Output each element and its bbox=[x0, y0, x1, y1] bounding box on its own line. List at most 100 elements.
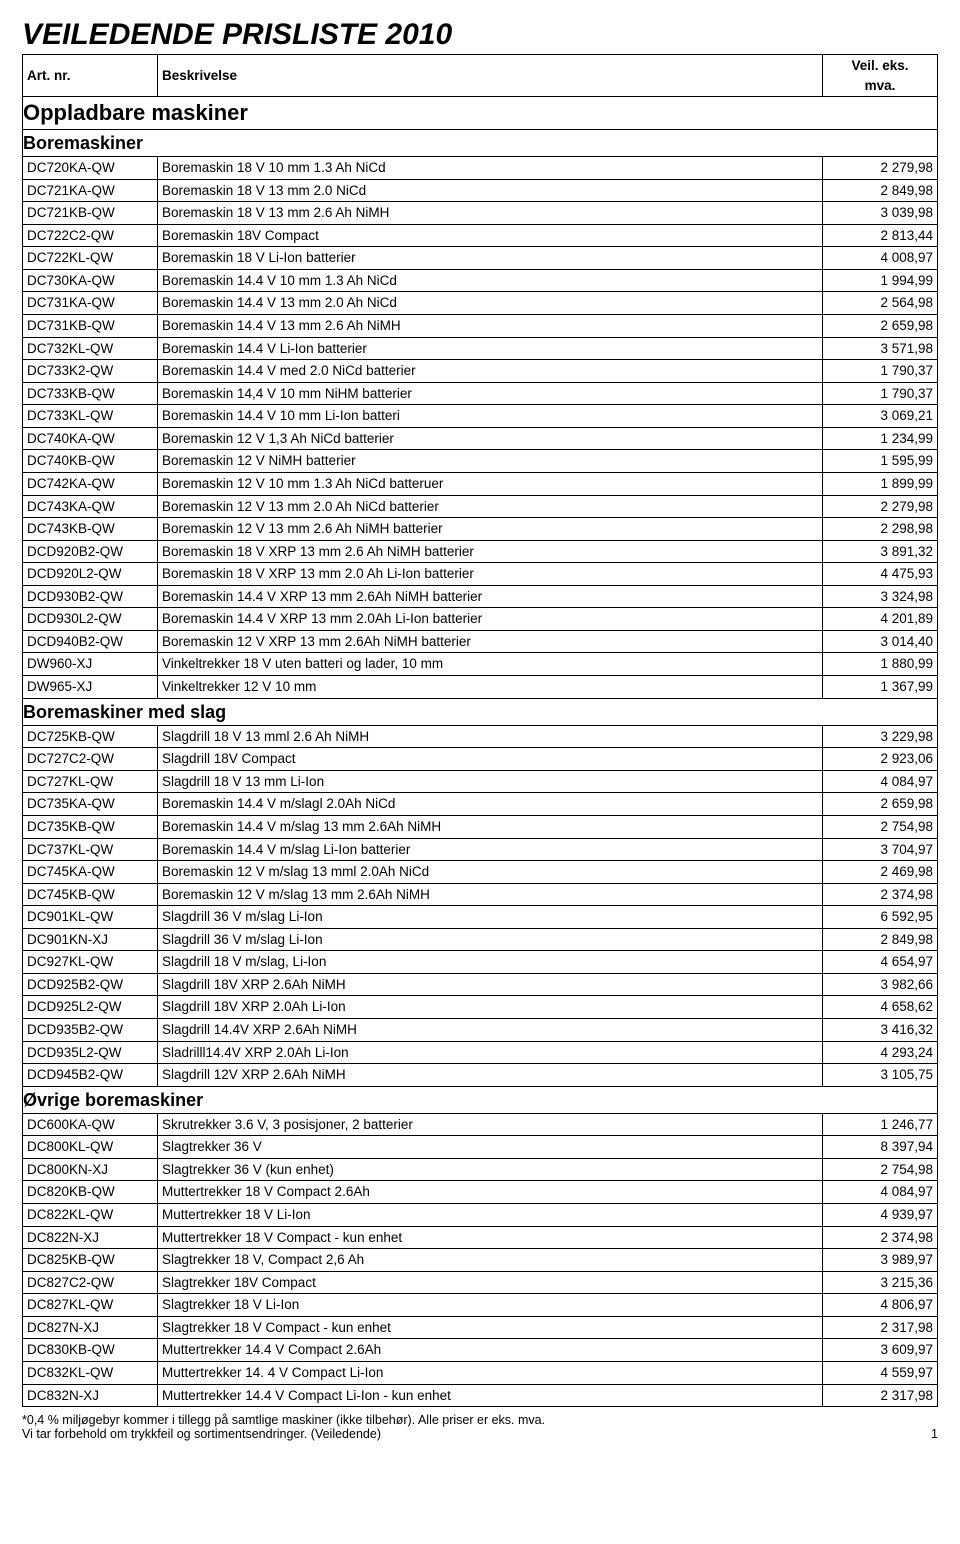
cell-art: DC745KB-QW bbox=[23, 883, 158, 906]
cell-art: DC737KL-QW bbox=[23, 838, 158, 861]
table-row: DC722KL-QWBoremaskin 18 V Li-Ion batteri… bbox=[23, 247, 938, 270]
cell-art: DCD945B2-QW bbox=[23, 1064, 158, 1087]
page-title: VEILEDENDE PRISLISTE 2010 bbox=[22, 18, 938, 52]
cell-art: DC827N-XJ bbox=[23, 1316, 158, 1339]
table-row: DCD935B2-QWSlagdrill 14.4V XRP 2.6Ah NiM… bbox=[23, 1019, 938, 1042]
cell-price: 2 374,98 bbox=[823, 883, 938, 906]
cell-price: 4 084,97 bbox=[823, 1181, 938, 1204]
cell-beskr: Boremaskin 12 V 1,3 Ah NiCd batterier bbox=[158, 427, 823, 450]
subsection-header: Boremaskiner bbox=[23, 130, 938, 157]
cell-price: 3 105,75 bbox=[823, 1064, 938, 1087]
cell-beskr: Slagtrekker 18V Compact bbox=[158, 1271, 823, 1294]
table-row: DC733KL-QWBoremaskin 14.4 V 10 mm Li-Ion… bbox=[23, 405, 938, 428]
table-row: DC740KB-QWBoremaskin 12 V NiMH batterier… bbox=[23, 450, 938, 473]
cell-art: DC721KB-QW bbox=[23, 202, 158, 225]
cell-beskr: Boremaskin 12 V 13 mm 2.0 Ah NiCd batter… bbox=[158, 495, 823, 518]
cell-beskr: Slagdrill 12V XRP 2.6Ah NiMH bbox=[158, 1064, 823, 1087]
table-row: DC822N-XJMuttertrekker 18 V Compact - ku… bbox=[23, 1226, 938, 1249]
cell-price: 2 849,98 bbox=[823, 179, 938, 202]
table-row: DC721KB-QWBoremaskin 18 V 13 mm 2.6 Ah N… bbox=[23, 202, 938, 225]
table-header-row: Art. nr. Beskrivelse Veil. eks.mva. bbox=[23, 55, 938, 97]
cell-art: DC731KA-QW bbox=[23, 292, 158, 315]
cell-art: DC825KB-QW bbox=[23, 1249, 158, 1272]
price-table: Art. nr. Beskrivelse Veil. eks.mva. Oppl… bbox=[22, 54, 938, 1407]
cell-art: DCD920L2-QW bbox=[23, 563, 158, 586]
cell-price: 3 891,32 bbox=[823, 540, 938, 563]
table-row: DC745KB-QWBoremaskin 12 V m/slag 13 mm 2… bbox=[23, 883, 938, 906]
table-row: DCD925B2-QWSlagdrill 18V XRP 2.6Ah NiMH3… bbox=[23, 973, 938, 996]
cell-beskr: Muttertrekker 14.4 V Compact 2.6Ah bbox=[158, 1339, 823, 1362]
table-row: DC720KA-QWBoremaskin 18 V 10 mm 1.3 Ah N… bbox=[23, 157, 938, 180]
cell-beskr: Boremaskin 18 V XRP 13 mm 2.6 Ah NiMH ba… bbox=[158, 540, 823, 563]
col-pris-header: Veil. eks.mva. bbox=[823, 55, 938, 97]
cell-price: 4 939,97 bbox=[823, 1204, 938, 1227]
table-row: DC600KA-QWSkrutrekker 3.6 V, 3 posisjone… bbox=[23, 1113, 938, 1136]
cell-art: DCD925B2-QW bbox=[23, 973, 158, 996]
table-row: DC725KB-QWSlagdrill 18 V 13 mml 2.6 Ah N… bbox=[23, 725, 938, 748]
cell-beskr: Boremaskin 12 V 10 mm 1.3 Ah NiCd batter… bbox=[158, 472, 823, 495]
cell-art: DC730KA-QW bbox=[23, 269, 158, 292]
cell-beskr: Slagtrekker 18 V Li-Ion bbox=[158, 1294, 823, 1317]
cell-beskr: Slagdrill 36 V m/slag Li-Ion bbox=[158, 906, 823, 929]
cell-price: 1 234,99 bbox=[823, 427, 938, 450]
cell-art: DC800KN-XJ bbox=[23, 1158, 158, 1181]
table-row: DC733KB-QWBoremaskin 14,4 V 10 mm NiHM b… bbox=[23, 382, 938, 405]
table-row: DC732KL-QWBoremaskin 14.4 V Li-Ion batte… bbox=[23, 337, 938, 360]
cell-beskr: Muttertrekker 18 V Compact 2.6Ah bbox=[158, 1181, 823, 1204]
cell-price: 4 201,89 bbox=[823, 608, 938, 631]
cell-price: 4 654,97 bbox=[823, 951, 938, 974]
cell-art: DC743KB-QW bbox=[23, 518, 158, 541]
table-row: DC742KA-QWBoremaskin 12 V 10 mm 1.3 Ah N… bbox=[23, 472, 938, 495]
table-row: DCD930L2-QWBoremaskin 14.4 V XRP 13 mm 2… bbox=[23, 608, 938, 631]
table-row: DCD925L2-QWSlagdrill 18V XRP 2.0Ah Li-Io… bbox=[23, 996, 938, 1019]
cell-price: 4 806,97 bbox=[823, 1294, 938, 1317]
cell-art: DC725KB-QW bbox=[23, 725, 158, 748]
cell-price: 1 880,99 bbox=[823, 653, 938, 676]
table-row: DC827C2-QWSlagtrekker 18V Compact3 215,3… bbox=[23, 1271, 938, 1294]
cell-beskr: Boremaskin 14.4 V 13 mm 2.6 Ah NiMH bbox=[158, 315, 823, 338]
subsection-header: Boremaskiner med slag bbox=[23, 698, 938, 725]
table-row: DC722C2-QWBoremaskin 18V Compact2 813,44 bbox=[23, 224, 938, 247]
cell-beskr: Sladrilll14.4V XRP 2.0Ah Li-Ion bbox=[158, 1041, 823, 1064]
cell-art: DC721KA-QW bbox=[23, 179, 158, 202]
cell-beskr: Boremaskin 18 V 10 mm 1.3 Ah NiCd bbox=[158, 157, 823, 180]
cell-price: 3 989,97 bbox=[823, 1249, 938, 1272]
cell-beskr: Vinkeltrekker 12 V 10 mm bbox=[158, 676, 823, 699]
table-row: DC827N-XJSlagtrekker 18 V Compact - kun … bbox=[23, 1316, 938, 1339]
cell-price: 2 564,98 bbox=[823, 292, 938, 315]
cell-beskr: Boremaskin 12 V NiMH batterier bbox=[158, 450, 823, 473]
cell-price: 4 475,93 bbox=[823, 563, 938, 586]
table-row: DCD935L2-QWSladrilll14.4V XRP 2.0Ah Li-I… bbox=[23, 1041, 938, 1064]
col-beskr-header: Beskrivelse bbox=[158, 55, 823, 97]
cell-price: 2 374,98 bbox=[823, 1226, 938, 1249]
cell-beskr: Boremaskin 18V Compact bbox=[158, 224, 823, 247]
cell-price: 3 014,40 bbox=[823, 630, 938, 653]
table-row: DC743KB-QWBoremaskin 12 V 13 mm 2.6 Ah N… bbox=[23, 518, 938, 541]
cell-price: 2 317,98 bbox=[823, 1316, 938, 1339]
table-row: DC901KL-QWSlagdrill 36 V m/slag Li-Ion6 … bbox=[23, 906, 938, 929]
cell-art: DC832N-XJ bbox=[23, 1384, 158, 1407]
cell-art: DC901KN-XJ bbox=[23, 928, 158, 951]
table-row: DC733K2-QWBoremaskin 14.4 V med 2.0 NiCd… bbox=[23, 360, 938, 383]
cell-beskr: Boremaskin 14.4 V 10 mm Li-Ion batteri bbox=[158, 405, 823, 428]
cell-price: 2 659,98 bbox=[823, 793, 938, 816]
cell-price: 3 039,98 bbox=[823, 202, 938, 225]
cell-art: DW960-XJ bbox=[23, 653, 158, 676]
cell-art: DC722KL-QW bbox=[23, 247, 158, 270]
cell-price: 2 317,98 bbox=[823, 1384, 938, 1407]
cell-beskr: Boremaskin 14.4 V m/slag 13 mm 2.6Ah NiM… bbox=[158, 815, 823, 838]
table-row: DW965-XJVinkeltrekker 12 V 10 mm1 367,99 bbox=[23, 676, 938, 699]
table-row: DC832N-XJMuttertrekker 14.4 V Compact Li… bbox=[23, 1384, 938, 1407]
cell-price: 4 559,97 bbox=[823, 1361, 938, 1384]
cell-art: DC731KB-QW bbox=[23, 315, 158, 338]
table-row: DC743KA-QWBoremaskin 12 V 13 mm 2.0 Ah N… bbox=[23, 495, 938, 518]
cell-art: DC733KB-QW bbox=[23, 382, 158, 405]
cell-art: DC720KA-QW bbox=[23, 157, 158, 180]
cell-price: 1 790,37 bbox=[823, 382, 938, 405]
cell-beskr: Muttertrekker 18 V Compact - kun enhet bbox=[158, 1226, 823, 1249]
table-row: DC740KA-QWBoremaskin 12 V 1,3 Ah NiCd ba… bbox=[23, 427, 938, 450]
cell-price: 8 397,94 bbox=[823, 1136, 938, 1159]
cell-art: DC732KL-QW bbox=[23, 337, 158, 360]
table-row: DC737KL-QWBoremaskin 14.4 V m/slag Li-Io… bbox=[23, 838, 938, 861]
cell-price: 4 293,24 bbox=[823, 1041, 938, 1064]
